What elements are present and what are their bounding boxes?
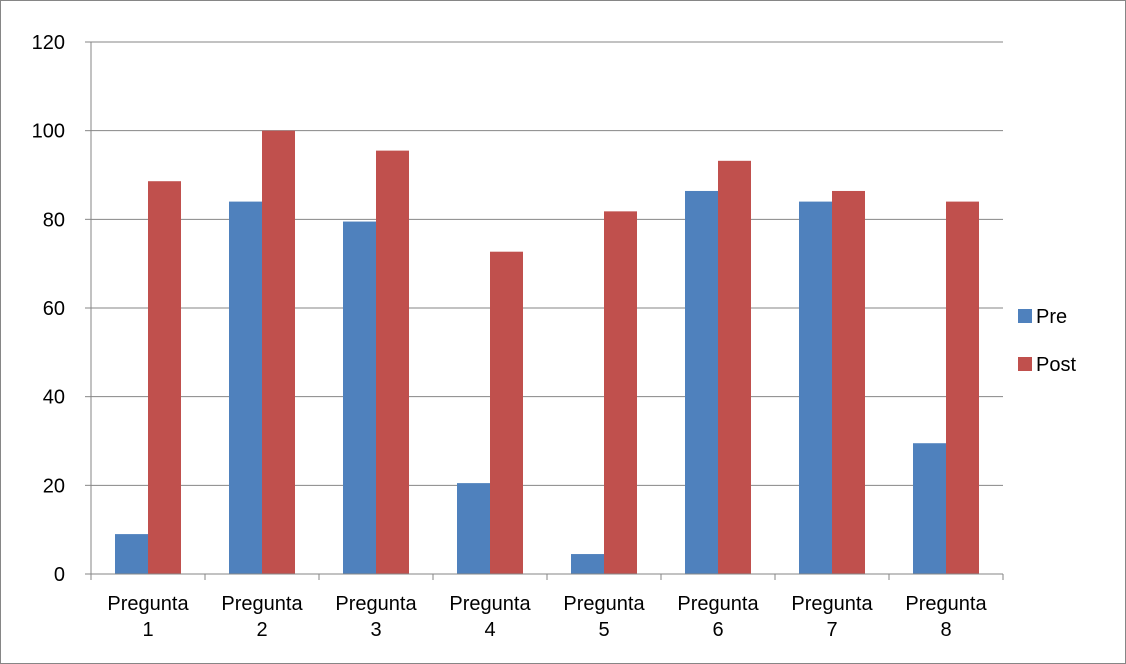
y-tick-label: 20 — [43, 475, 65, 497]
bar-post-7 — [832, 190, 865, 574]
x-tick-label-line: 1 — [142, 619, 153, 641]
x-tick-label-line: 7 — [826, 619, 837, 641]
bar-post-6 — [718, 160, 751, 574]
y-tick-label: 100 — [32, 121, 65, 143]
legend-label-post: Post — [1036, 354, 1076, 376]
x-tick-label-line: 6 — [712, 619, 723, 641]
y-tick-label: 60 — [43, 298, 65, 320]
x-tick-label: Pregunta 3 — [335, 593, 417, 641]
bar-pre-8 — [913, 443, 946, 574]
x-tick-label: Pregunta 4 — [449, 593, 531, 641]
x-tick-label: Pregunta 7 — [791, 593, 873, 641]
bar-pre-5 — [571, 554, 604, 574]
bar-pre-7 — [799, 201, 832, 574]
legend-label-pre: Pre — [1036, 306, 1067, 328]
y-tick-label: 80 — [43, 209, 65, 231]
bars — [115, 130, 979, 575]
x-tick-label-line: Pregunta — [563, 593, 645, 615]
bar-post-4 — [490, 251, 523, 575]
x-tick-label-line: 5 — [598, 619, 609, 641]
x-tick-label-line: Pregunta — [221, 593, 303, 615]
x-tick-label-line: 4 — [484, 619, 495, 641]
legend: Pre Post — [1018, 306, 1076, 376]
bar-post-8 — [946, 201, 979, 574]
x-tick-label-line: Pregunta — [335, 593, 417, 615]
x-tick-label: Pregunta 8 — [905, 593, 987, 641]
x-tick-label: Pregunta 5 — [563, 593, 645, 641]
gridlines — [91, 41, 1003, 486]
y-tick-label: 120 — [32, 32, 65, 54]
x-tick-label-line: 3 — [370, 619, 381, 641]
x-tick-label-line: 8 — [940, 619, 951, 641]
bar-post-2 — [262, 130, 295, 574]
x-tick-label-line: Pregunta — [905, 593, 987, 615]
bar-post-5 — [604, 211, 637, 574]
x-tick-label-line: Pregunta — [449, 593, 531, 615]
legend-swatch-pre — [1018, 309, 1032, 323]
x-tick-label-line: Pregunta — [107, 593, 189, 615]
x-tick-label: Pregunta 1 — [107, 593, 189, 641]
x-tick-label-line: Pregunta — [677, 593, 759, 615]
x-tick-label: Pregunta 6 — [677, 593, 759, 641]
bar-pre-1 — [115, 534, 148, 574]
bar-post-1 — [148, 181, 181, 574]
x-tick-label-line: 2 — [256, 619, 267, 641]
y-tick-label: 0 — [54, 564, 65, 586]
x-tick-label: Pregunta 2 — [221, 593, 303, 641]
bar-post-3 — [376, 150, 409, 574]
bar-pre-2 — [229, 201, 262, 574]
bar-pre-3 — [343, 221, 376, 575]
x-tick-label-line: Pregunta — [791, 593, 873, 615]
legend-swatch-post — [1018, 357, 1032, 371]
y-tick-label: 40 — [43, 387, 65, 409]
bar-pre-6 — [685, 190, 718, 574]
bar-pre-4 — [457, 483, 490, 574]
